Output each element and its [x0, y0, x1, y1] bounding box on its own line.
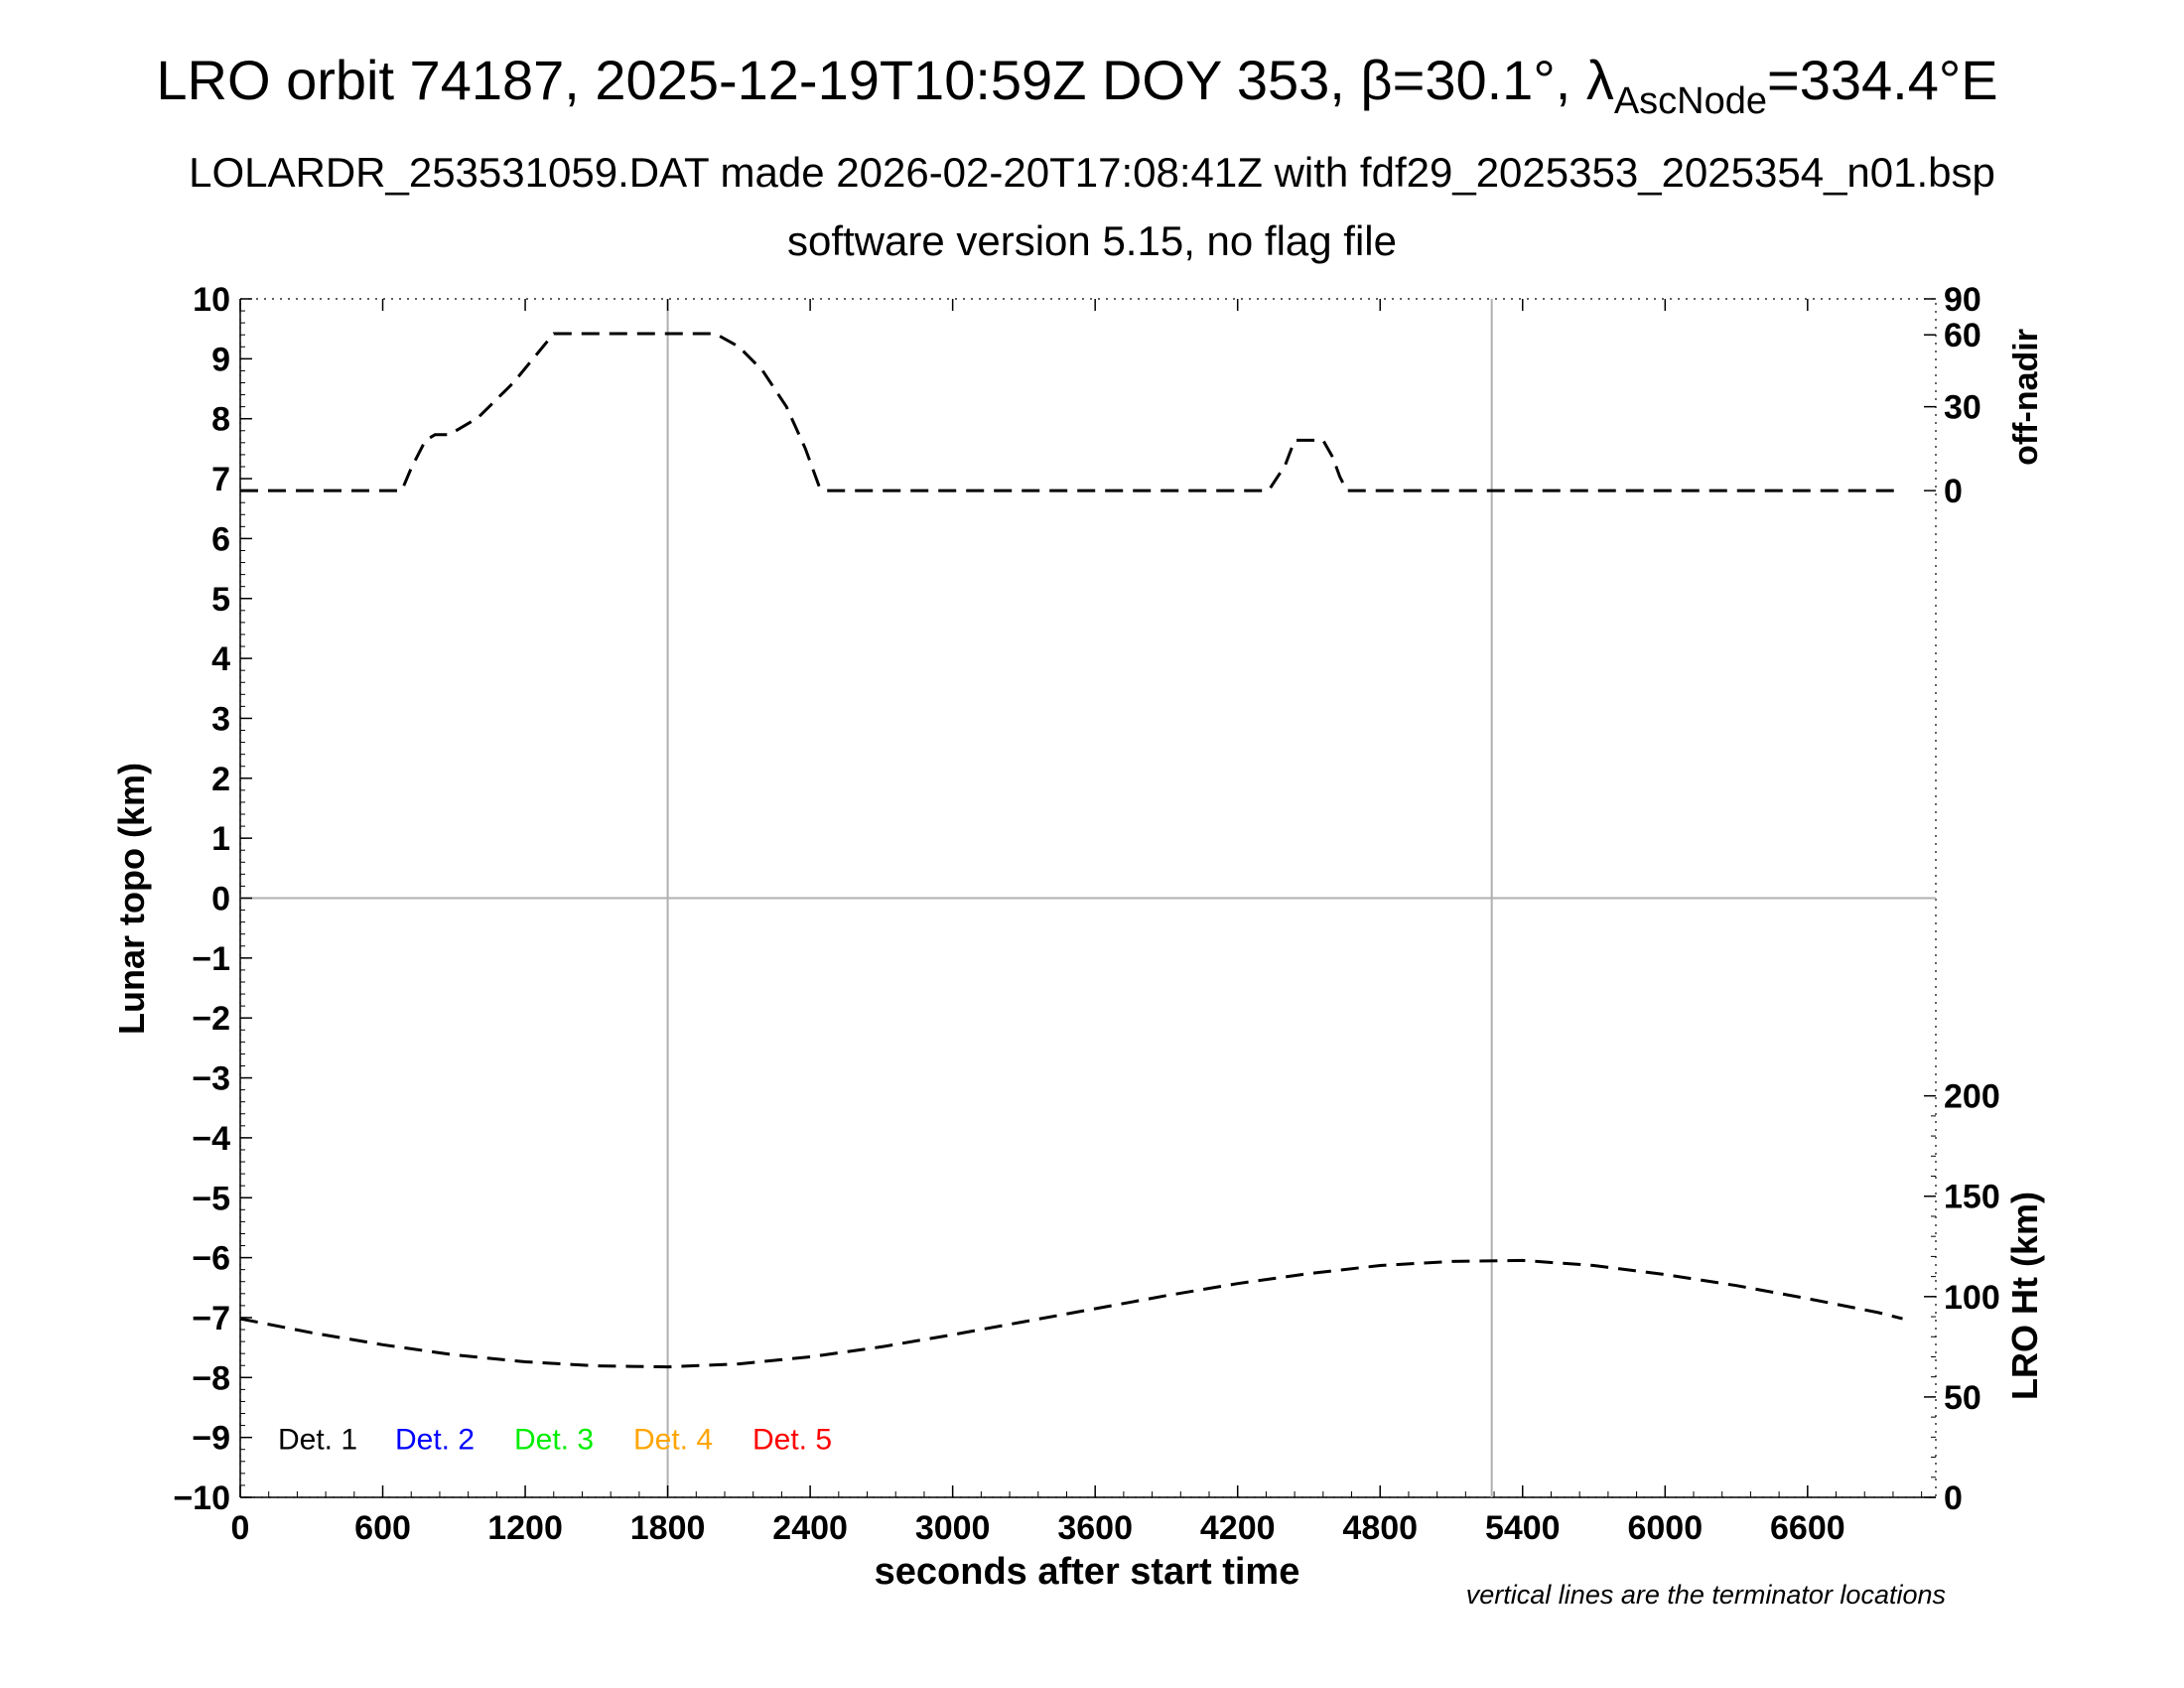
off-nadir-tick-label: 0 [1944, 473, 1963, 510]
y-tick-label: −8 [192, 1359, 230, 1397]
series-layer [239, 332, 1903, 1369]
off-nadir-series [240, 332, 1903, 492]
y-tick-label: −2 [192, 1000, 230, 1038]
legend: Det. 1 Det. 2 Det. 3 Det. 4 Det. 5 [278, 1424, 832, 1457]
x-tick-label: 0 [231, 1509, 250, 1547]
y-tick-label: −7 [192, 1300, 230, 1337]
chart-subtitle-file: LOLARDR_253531059.DAT made 2026-02-20T17… [189, 149, 1995, 196]
x-tick-label: 3000 [915, 1509, 991, 1547]
lro-ht-series [239, 1258, 1903, 1369]
y-tick-label: −10 [173, 1479, 230, 1517]
terminator-note: vertical lines are the terminator locati… [1466, 1580, 1946, 1610]
y-axis-label-off-nadir: off-nadir [2007, 329, 2045, 466]
chart-title-prefix: LRO orbit 74187, 2025-12-19T10:59Z DOY 3… [156, 49, 1613, 111]
axis-ticks [239, 298, 1936, 1498]
y-tick-label: −6 [192, 1240, 230, 1278]
y-tick-label: 1 [211, 820, 230, 858]
y-tick-label: 7 [211, 461, 230, 498]
legend-item-det-5: Det. 5 [752, 1424, 832, 1457]
y-tick-label: 5 [211, 581, 230, 619]
y-axis-label-lro-ht: LRO Ht (km) [2004, 1192, 2045, 1400]
tick-labels: 0 600 1200 1800 2400 3000 3600 4200 4800 5400 6000… [173, 281, 1999, 1547]
x-tick-label: 600 [354, 1509, 411, 1547]
legend-item-det-1: Det. 1 [278, 1424, 357, 1457]
y-axis-label-left: Lunar topo (km) [111, 763, 152, 1035]
legend-item-det-3: Det. 3 [514, 1424, 594, 1457]
x-tick-label: 1200 [487, 1509, 563, 1547]
y-tick-label: 2 [211, 761, 230, 798]
chart-title: LRO orbit 74187, 2025-12-19T10:59Z DOY 3… [156, 49, 1997, 122]
grid-lines [240, 299, 1936, 1497]
y-tick-label: −1 [192, 940, 230, 978]
ht-tick-label: 200 [1944, 1078, 2000, 1116]
x-axis-label: seconds after start time [875, 1551, 1300, 1593]
legend-item-det-2: Det. 2 [395, 1424, 475, 1457]
ht-tick-label: 150 [1944, 1179, 2000, 1216]
x-tick-label: 4800 [1342, 1509, 1418, 1547]
y-tick-label: −4 [192, 1120, 230, 1158]
ht-tick-label: 100 [1944, 1279, 2000, 1317]
y-tick-label: 10 [193, 281, 230, 319]
y-tick-label: 8 [211, 401, 230, 439]
y-tick-label: −3 [192, 1060, 230, 1098]
chart-subtitle-version: software version 5.15, no flag file [787, 217, 1397, 264]
off-nadir-tick-label: 60 [1944, 317, 1981, 354]
y-tick-label: 9 [211, 341, 230, 378]
x-tick-label: 1800 [630, 1509, 706, 1547]
x-tick-label: 3600 [1057, 1509, 1133, 1547]
ht-tick-label: 50 [1944, 1379, 1981, 1417]
y-tick-label: 6 [211, 520, 230, 558]
y-tick-label: 0 [211, 881, 230, 918]
x-tick-label: 5400 [1485, 1509, 1561, 1547]
y-tick-label: −9 [192, 1420, 230, 1458]
x-tick-label: 4200 [1200, 1509, 1276, 1547]
chart-title-subscript: AscNode [1614, 80, 1767, 122]
y-tick-label: 3 [211, 700, 230, 738]
x-tick-label: 6600 [1770, 1509, 1845, 1547]
off-nadir-tick-label: 90 [1944, 281, 1981, 319]
x-tick-label: 6000 [1627, 1509, 1703, 1547]
y-tick-label: 4 [211, 640, 230, 678]
ht-tick-label: 0 [1944, 1479, 1963, 1517]
chart-title-suffix: =334.4°E [1767, 49, 1998, 111]
y-tick-label: −5 [192, 1180, 230, 1217]
x-tick-label: 2400 [772, 1509, 848, 1547]
legend-item-det-4: Det. 4 [633, 1424, 713, 1457]
off-nadir-tick-label: 30 [1944, 389, 1981, 427]
